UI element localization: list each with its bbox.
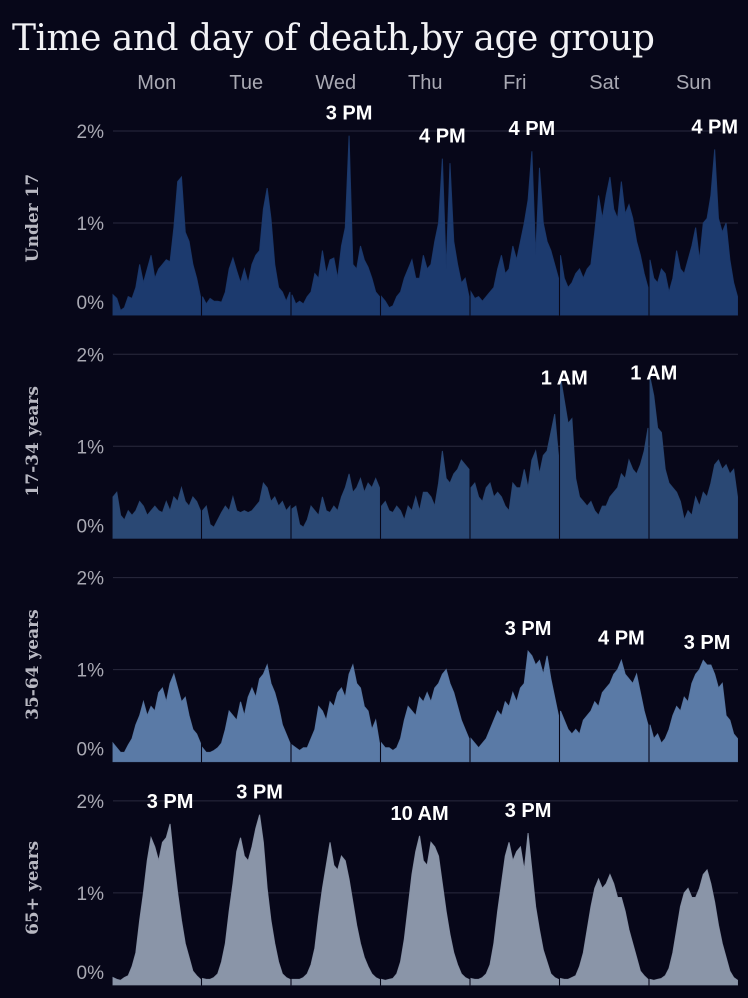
chart-title: Time and day of death,by age group <box>12 18 655 59</box>
peak-annotation: 3 PM <box>505 618 552 640</box>
peak-annotation: 4 PM <box>598 627 645 649</box>
peak-annotation: 1 AM <box>541 367 588 389</box>
peak-annotation: 4 PM <box>509 118 556 140</box>
area-17-34-years-thu <box>381 450 470 539</box>
day-label-wed: Wed <box>315 72 356 94</box>
y-tick-label: 1% <box>77 661 105 682</box>
row-label: 35-64 years <box>23 609 43 720</box>
area-65-years-fri <box>470 833 559 986</box>
area-under-17-wed <box>291 135 380 316</box>
area-under-17-sat <box>560 176 649 316</box>
y-tick-label: 1% <box>77 214 105 235</box>
area-65-years-thu <box>381 835 470 986</box>
row-label: 17-34 years <box>23 386 43 497</box>
y-tick-label: 2% <box>77 569 105 590</box>
peak-annotation: 3 PM <box>684 632 731 654</box>
y-tick-label: 0% <box>77 740 105 761</box>
day-label-fri: Fri <box>503 72 526 94</box>
y-tick-label: 1% <box>77 437 105 458</box>
peak-annotation: 3 PM <box>505 800 552 822</box>
row-label: 65+ years <box>23 841 43 935</box>
area-under-17-thu <box>381 158 470 316</box>
day-label-mon: Mon <box>137 72 176 94</box>
row-label: Under 17 <box>23 174 43 262</box>
peak-annotation: 3 PM <box>236 782 283 804</box>
y-tick-label: 2% <box>77 345 105 366</box>
peak-annotation: 4 PM <box>419 126 466 148</box>
area-under-17-fri <box>470 151 559 316</box>
area-35-64-years-sat <box>560 658 649 763</box>
y-tick-label: 0% <box>77 293 105 314</box>
peak-annotation: 3 PM <box>326 103 373 125</box>
area-35-64-years-mon <box>112 672 201 763</box>
area-under-17-tue <box>202 187 291 316</box>
y-tick-label: 1% <box>77 884 105 905</box>
area-35-64-years-sun <box>649 659 738 763</box>
peak-annotation: 4 PM <box>691 116 738 138</box>
area-17-34-years-tue <box>202 481 291 539</box>
peak-annotation: 3 PM <box>147 791 194 813</box>
area-35-64-years-wed <box>291 663 380 763</box>
area-17-34-years-wed <box>291 473 380 539</box>
area-65-years-mon <box>112 823 201 986</box>
area-65-years-sun <box>649 868 738 986</box>
y-tick-label: 2% <box>77 792 105 813</box>
area-65-years-wed <box>291 842 380 986</box>
area-35-64-years-tue <box>202 663 291 763</box>
y-tick-label: 0% <box>77 963 105 984</box>
peak-annotation: 10 AM <box>390 803 448 825</box>
area-17-34-years-sun <box>649 377 738 539</box>
area-35-64-years-fri <box>470 649 559 763</box>
peak-annotation: 1 AM <box>630 363 677 385</box>
area-35-64-years-thu <box>381 668 470 763</box>
area-under-17-mon <box>112 175 201 316</box>
y-tick-label: 0% <box>77 516 105 537</box>
day-label-thu: Thu <box>408 72 442 94</box>
day-label-tue: Tue <box>229 72 263 94</box>
day-label-sat: Sat <box>589 72 619 94</box>
area-17-34-years-fri <box>470 413 559 539</box>
area-65-years-sat <box>560 873 649 986</box>
area-17-34-years-sat <box>560 377 649 539</box>
day-label-sun: Sun <box>676 72 712 94</box>
area-65-years-tue <box>202 814 291 986</box>
area-under-17-sun <box>649 149 738 316</box>
area-17-34-years-mon <box>112 485 201 539</box>
y-tick-label: 2% <box>77 122 105 143</box>
